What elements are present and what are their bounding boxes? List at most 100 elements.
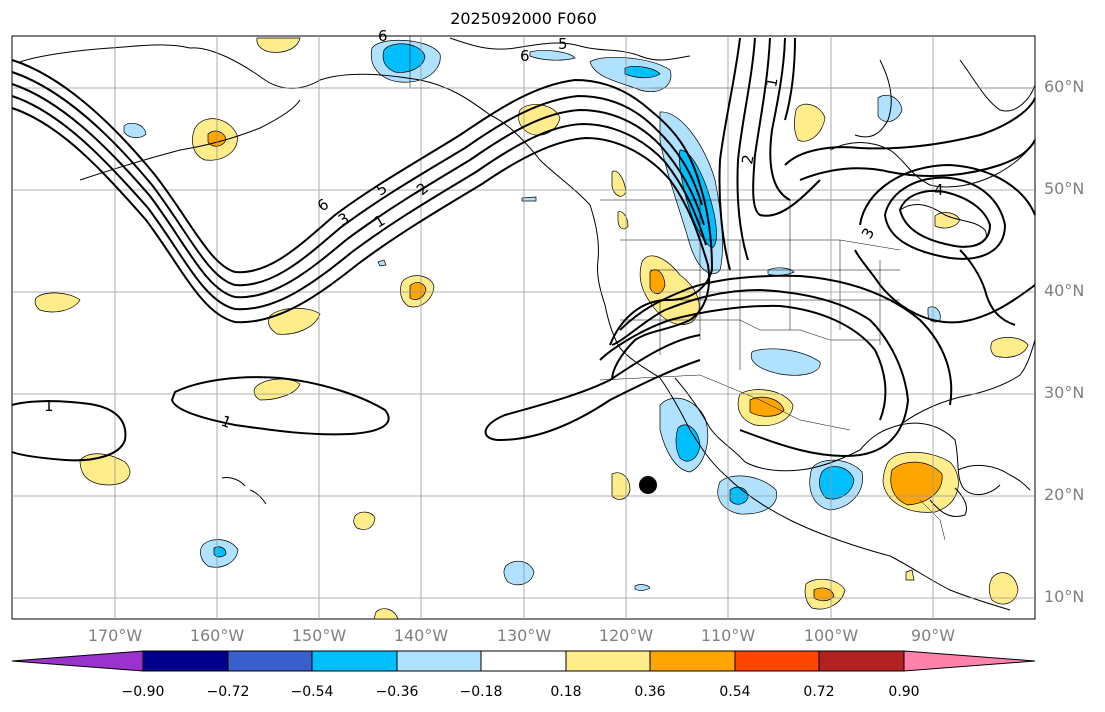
colorbar [11,650,1036,672]
colorbar-tick-2: −0.72 [206,684,250,700]
colorbar-tick-5: −0.18 [459,684,503,700]
contour-label-9: 1 [762,76,781,89]
map-frame [11,35,1036,620]
pos-anomaly-west-pacific [34,292,81,313]
lon-label-90w: 90°W [910,626,956,645]
colorbar-swatch-6 [565,650,651,672]
neg-anomaly-small-2 [634,584,651,591]
coastline-cuba [957,464,1031,491]
lon-label-110w: 110°W [700,626,756,645]
pos-anomaly-hawaii-south [353,511,376,530]
colorbar-swatch-3 [311,650,398,672]
contour-rockies-2 [736,37,756,261]
neg-anomaly-baja-core [675,424,701,462]
neg-anomaly-small-3 [377,259,387,267]
pos-anomaly-east-pacific [611,472,631,500]
coastline-hawaii [221,477,267,505]
contour-gulf [959,249,1016,326]
coastline-hudson [829,139,1036,188]
contour-trough-3 [11,83,705,299]
contour-trough-4 [11,95,707,311]
colorbar-extend-high [903,650,1036,672]
neg-anomaly-northeast [927,306,941,323]
pos-anomaly-central-america [989,572,1019,605]
neg-anomaly-texas [750,348,821,376]
contour-label-1: 6 [378,27,388,45]
contour-trough-2 [11,71,703,287]
colorbar-swatch-9 [818,650,905,672]
pos-anomaly-top [256,37,301,53]
map-title: 2025092000 F060 [450,9,597,28]
pos-anomaly-east-bottom [373,608,399,620]
contour-trough-1 [11,59,714,346]
neg-anomaly-small-1 [767,267,795,276]
coastline-bc [589,204,661,379]
contour-baja-1 [611,288,910,457]
contour-low-east-3 [859,163,1036,226]
contour-ridge-2 [799,139,1036,181]
lon-label-170w: 170°W [87,626,143,645]
coastline-hudson-bay [854,59,892,138]
colorbar-tick-9: 0.72 [803,684,835,700]
coastline-yucatan [929,487,968,517]
contour-low-east [898,190,992,248]
contour-label-10: 2 [738,153,757,166]
lon-label-140w: 140°W [393,626,449,645]
lat-label-20: 20°N [1044,485,1085,504]
pos-anomaly-bc-small-2 [617,211,629,230]
coastline-baja-east [674,377,746,463]
neg-anomaly-gulf-alaska-core [382,43,426,73]
lon-label-100w: 100°W [803,626,859,645]
lat-label-30: 30°N [1044,383,1085,402]
colorbar-tick-10: 0.90 [888,684,920,700]
contour-label-11: 4 [934,181,944,199]
colorbar-swatch-2 [227,650,313,672]
colorbar-swatch-5 [480,650,567,672]
contour-label-2: 5 [558,35,568,53]
pos-anomaly-gulf-core [890,461,943,506]
pos-anomaly-hawaii-west [79,453,131,486]
lon-label-150w: 150°W [291,626,347,645]
lon-label-160w: 160°W [189,626,245,645]
political-borders [409,36,1035,541]
lat-label-10: 10°N [1044,587,1085,606]
height-contours [11,37,1036,462]
contour-rockies-5 [784,37,796,121]
contour-trough-5 [11,107,711,381]
colorbar-swatch-7 [649,650,736,672]
colorbar-tick-4: −0.36 [375,684,419,700]
coastline-north [449,37,691,61]
neg-anomaly-west [123,122,147,138]
contour-label-13: 1 [44,397,54,415]
contour-baja-2 [599,304,887,421]
lon-label-120w: 120°W [598,626,654,645]
neg-anomaly-north-core [624,66,661,79]
colorbar-tick-3: −0.54 [290,684,334,700]
colorbar-tick-7: 0.36 [634,684,666,700]
contour-rockies-3 [752,37,821,217]
coastline-labrador [959,59,1036,112]
colorbar-tick-8: 0.54 [719,684,751,700]
contour-low-east-4 [854,249,1036,324]
coastline-gulf-east [899,339,1036,426]
colorbar-tick-6: 0.18 [550,684,582,700]
contour-rockies-4 [769,37,791,201]
coastline-baja [659,377,1011,611]
storm-marker [639,476,657,494]
colorbar-swatch-1 [142,650,229,672]
coastlines [19,37,1036,611]
contour-west [11,400,127,462]
lat-label-60: 60°N [1044,77,1085,96]
pos-anomaly-mexico-core [749,396,785,417]
lat-lon-grid [12,36,1035,619]
contour-cutoff [170,376,390,436]
contour-label-8: 6 [520,47,530,65]
coastline-gulf [744,422,1001,496]
pos-anomaly-central-pacific-core [409,282,427,300]
colorbar-extend-low [11,650,144,672]
lon-label-130w: 130°W [496,626,552,645]
contour-low-east-2 [883,176,1007,260]
contour-ridge [784,97,1036,166]
neg-anomaly-small-4 [521,196,537,202]
